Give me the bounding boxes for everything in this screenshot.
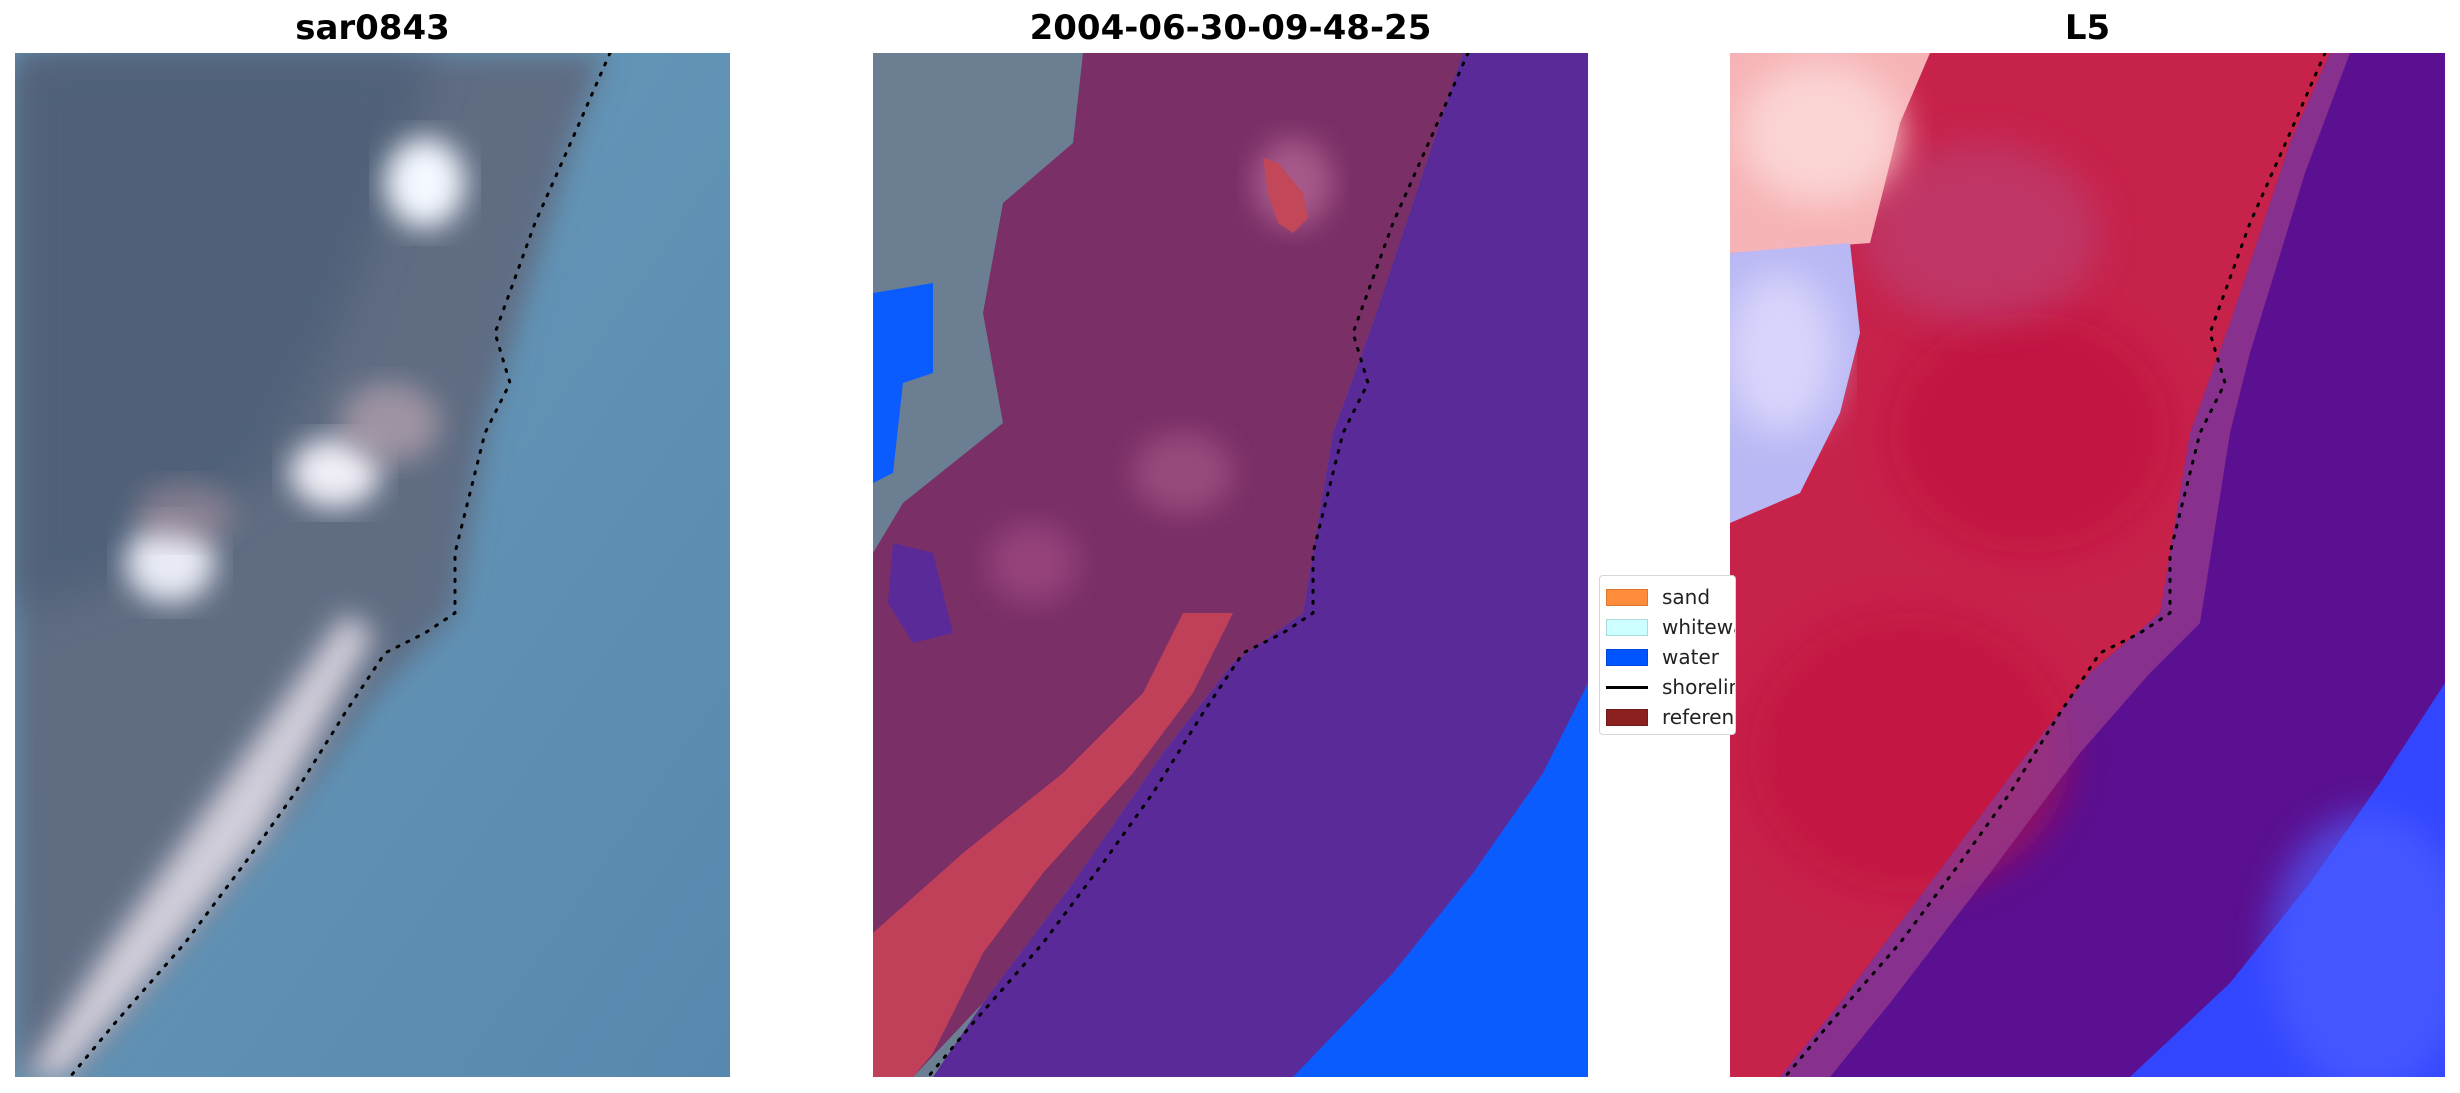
legend-item-whitewater: whitewater [1606, 614, 1735, 640]
rgb-image-panel [15, 53, 730, 1077]
legend-item-reference: reference [1606, 704, 1735, 730]
shoreline-line-right [1783, 53, 2327, 1077]
panel-title-middle: 2004-06-30-09-48-25 [1029, 8, 1432, 48]
index-panel [1730, 53, 2445, 1077]
legend-item-water: water [1606, 644, 1719, 670]
legend-label-shoreline: shoreline [1662, 675, 1735, 699]
legend-label-whitewater: whitewater [1662, 615, 1735, 639]
panel-title-left: sar0843 [295, 8, 450, 48]
legend-item-sand: sand [1606, 584, 1710, 610]
water-swatch [1606, 648, 1648, 666]
reference-swatch [1606, 708, 1648, 726]
legend-label-reference: reference [1662, 705, 1735, 729]
whitewater-swatch [1606, 618, 1648, 636]
rgb-image [15, 53, 730, 1077]
legend-clip [1730, 575, 1750, 735]
shoreline-swatch [1606, 685, 1648, 689]
panel-title-right: L5 [2064, 8, 2111, 48]
legend-label-water: water [1662, 645, 1719, 669]
shoreline-line [68, 53, 612, 1077]
shoreline-line-middle [926, 53, 1470, 1077]
legend-label-sand: sand [1662, 585, 1711, 609]
classification-image [873, 53, 1588, 1077]
index-image [1730, 53, 2445, 1077]
sand-swatch [1606, 588, 1648, 606]
classification-panel [873, 53, 1588, 1077]
legend: sand whitewater water shoreline referenc… [1599, 575, 1736, 735]
legend-item-shoreline: shoreline [1606, 674, 1735, 700]
